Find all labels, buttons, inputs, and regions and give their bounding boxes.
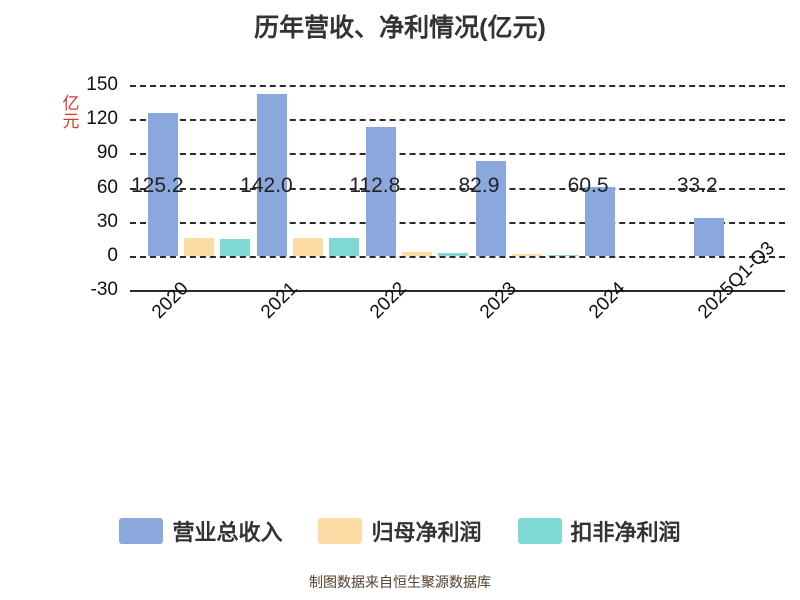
bar-value-label: 60.5 (567, 173, 609, 197)
legend-item[interactable]: 归母净利润 (318, 515, 482, 547)
bar-value-label: 125.2 (131, 173, 184, 197)
legend-swatch (517, 518, 562, 544)
bar[interactable] (366, 127, 397, 256)
legend-swatch (119, 518, 164, 544)
bar-value-label: 112.8 (349, 173, 401, 197)
bar-group: 125.2 (130, 85, 250, 290)
grid-line (130, 290, 785, 292)
y-tick-label: 60 (96, 176, 118, 198)
footer-note: 制图数据来自恒生聚源数据库 制图数据来自恒生聚源数据库 (0, 572, 800, 592)
legend-swatch (318, 518, 363, 544)
bar[interactable] (293, 237, 324, 256)
bar[interactable] (148, 113, 178, 256)
bar[interactable] (475, 161, 506, 256)
chart-legend: 营业总收入 归母净利润 扣非净利润 (0, 515, 800, 547)
footer-note-shadow: 制图数据来自恒生聚源数据库 (309, 574, 491, 590)
bar[interactable] (257, 94, 288, 256)
legend-label: 扣非净利润 (570, 520, 681, 545)
grid-line (130, 255, 785, 258)
bar-value-label: 142.0 (240, 173, 293, 197)
bar[interactable] (511, 253, 542, 256)
y-tick-label: 150 (86, 74, 118, 95)
grid-line (130, 187, 785, 190)
bar-value-label: 82.9 (458, 173, 500, 197)
footer-note-text: 制图数据来自恒生聚源数据库 (309, 574, 491, 590)
bar-group: 82.9 (458, 85, 578, 290)
bar-value-label: 33.2 (676, 173, 718, 197)
grid-line (130, 221, 785, 224)
bar-group: 112.8 (348, 85, 469, 290)
legend-label: 营业总收入 (172, 520, 283, 545)
bar[interactable] (329, 238, 360, 256)
legend-item[interactable]: 扣非净利润 (517, 515, 681, 547)
bar[interactable] (184, 238, 214, 256)
bar[interactable] (402, 251, 433, 256)
bar[interactable] (438, 252, 469, 256)
bar-group: 33.2 (676, 85, 785, 290)
bar[interactable] (547, 254, 578, 256)
bar-group: 60.5 (567, 85, 676, 290)
legend-item[interactable]: 营业总收入 (119, 515, 282, 547)
y-tick-label: -30 (90, 279, 118, 300)
bar[interactable] (220, 238, 250, 256)
grid-line (130, 85, 785, 87)
legend-label: 归母净利润 (371, 520, 482, 545)
y-tick-label: 90 (96, 142, 118, 164)
plot-area: 150 120 90 60 30 0 -30 125.2 142.0 112.8 82.9 60.5… (86, 74, 785, 300)
y-axis-title: 亿元 (62, 94, 80, 131)
grid-line (130, 119, 785, 122)
y-tick-label: 30 (96, 210, 118, 232)
bar-group: 142.0 (239, 85, 360, 290)
x-axis-labels: 2020 2021 2022 2023 2024 2025Q1-Q3 (130, 238, 785, 470)
bar[interactable] (693, 218, 724, 256)
y-tick-label: 120 (86, 108, 118, 130)
chart-title: 历年营收、净利情况(亿元) (254, 14, 546, 42)
bar[interactable] (584, 186, 615, 256)
grid-line (130, 153, 785, 156)
bars-layer: 125.2 142.0 112.8 82.9 60.5 33.2 (130, 85, 785, 290)
y-tick-label: 0 (107, 244, 118, 266)
